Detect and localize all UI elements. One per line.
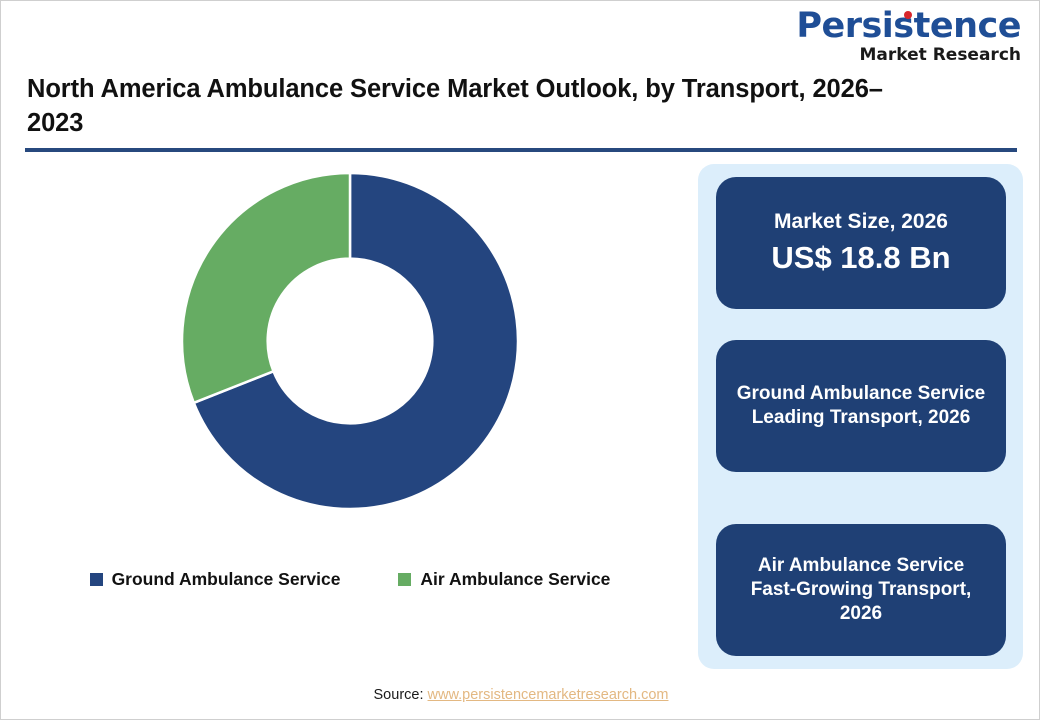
- company-logo: Persistence Market Research: [771, 9, 1021, 64]
- donut-chart: [15, 161, 685, 521]
- source-footer: Source: www.persistencemarketresearch.co…: [1, 687, 1040, 703]
- chart-area: Ground Ambulance Service Air Ambulance S…: [15, 161, 685, 611]
- donut-slice: [180, 171, 352, 405]
- kpi-card-market-size: Market Size, 2026 US$ 18.8 Bn: [716, 177, 1006, 309]
- chart-legend: Ground Ambulance Service Air Ambulance S…: [15, 569, 685, 590]
- kpi-card-fast-growing-line2: Fast-Growing Transport,: [750, 578, 972, 600]
- kpi-card-leading-transport: Ground Ambulance Service Leading Transpo…: [716, 340, 1006, 472]
- kpi-card-fast-growing-transport: Air Ambulance Service Fast-Growing Trans…: [716, 524, 1006, 656]
- donut-slice: [192, 171, 520, 511]
- logo-red-dot-icon: [904, 11, 912, 19]
- logo-brand-text: Persistence: [771, 9, 1021, 44]
- kpi-panel: Market Size, 2026 US$ 18.8 Bn Ground Amb…: [698, 164, 1023, 669]
- page-title: North America Ambulance Service Market O…: [27, 75, 883, 137]
- kpi-card-fast-growing-line1: Air Ambulance Service: [757, 554, 965, 576]
- source-label: Source:: [373, 687, 424, 703]
- donut-chart-svg: [180, 171, 520, 511]
- source-url-link[interactable]: www.persistencemarketresearch.com: [427, 687, 669, 703]
- kpi-card-market-size-value: US$ 18.8 Bn: [771, 239, 951, 275]
- kpi-card-leading-transport-line1: Ground Ambulance Service: [736, 382, 986, 404]
- legend-item-air: Air Ambulance Service: [398, 569, 610, 590]
- legend-label-air: Air Ambulance Service: [420, 569, 611, 589]
- donut-slices: [180, 171, 520, 511]
- kpi-card-market-size-label: Market Size, 2026: [774, 209, 948, 233]
- legend-label-ground: Ground Ambulance Service: [111, 569, 341, 589]
- kpi-card-leading-transport-line2: Leading Transport, 2026: [751, 407, 971, 428]
- legend-swatch-ground: [89, 573, 103, 586]
- logo-tagline: Market Research: [859, 45, 1022, 65]
- legend-item-ground: Ground Ambulance Service: [89, 569, 341, 590]
- title-divider: [25, 148, 1017, 152]
- legend-swatch-air: [398, 573, 412, 586]
- kpi-card-fast-growing-line3: 2026: [839, 603, 883, 625]
